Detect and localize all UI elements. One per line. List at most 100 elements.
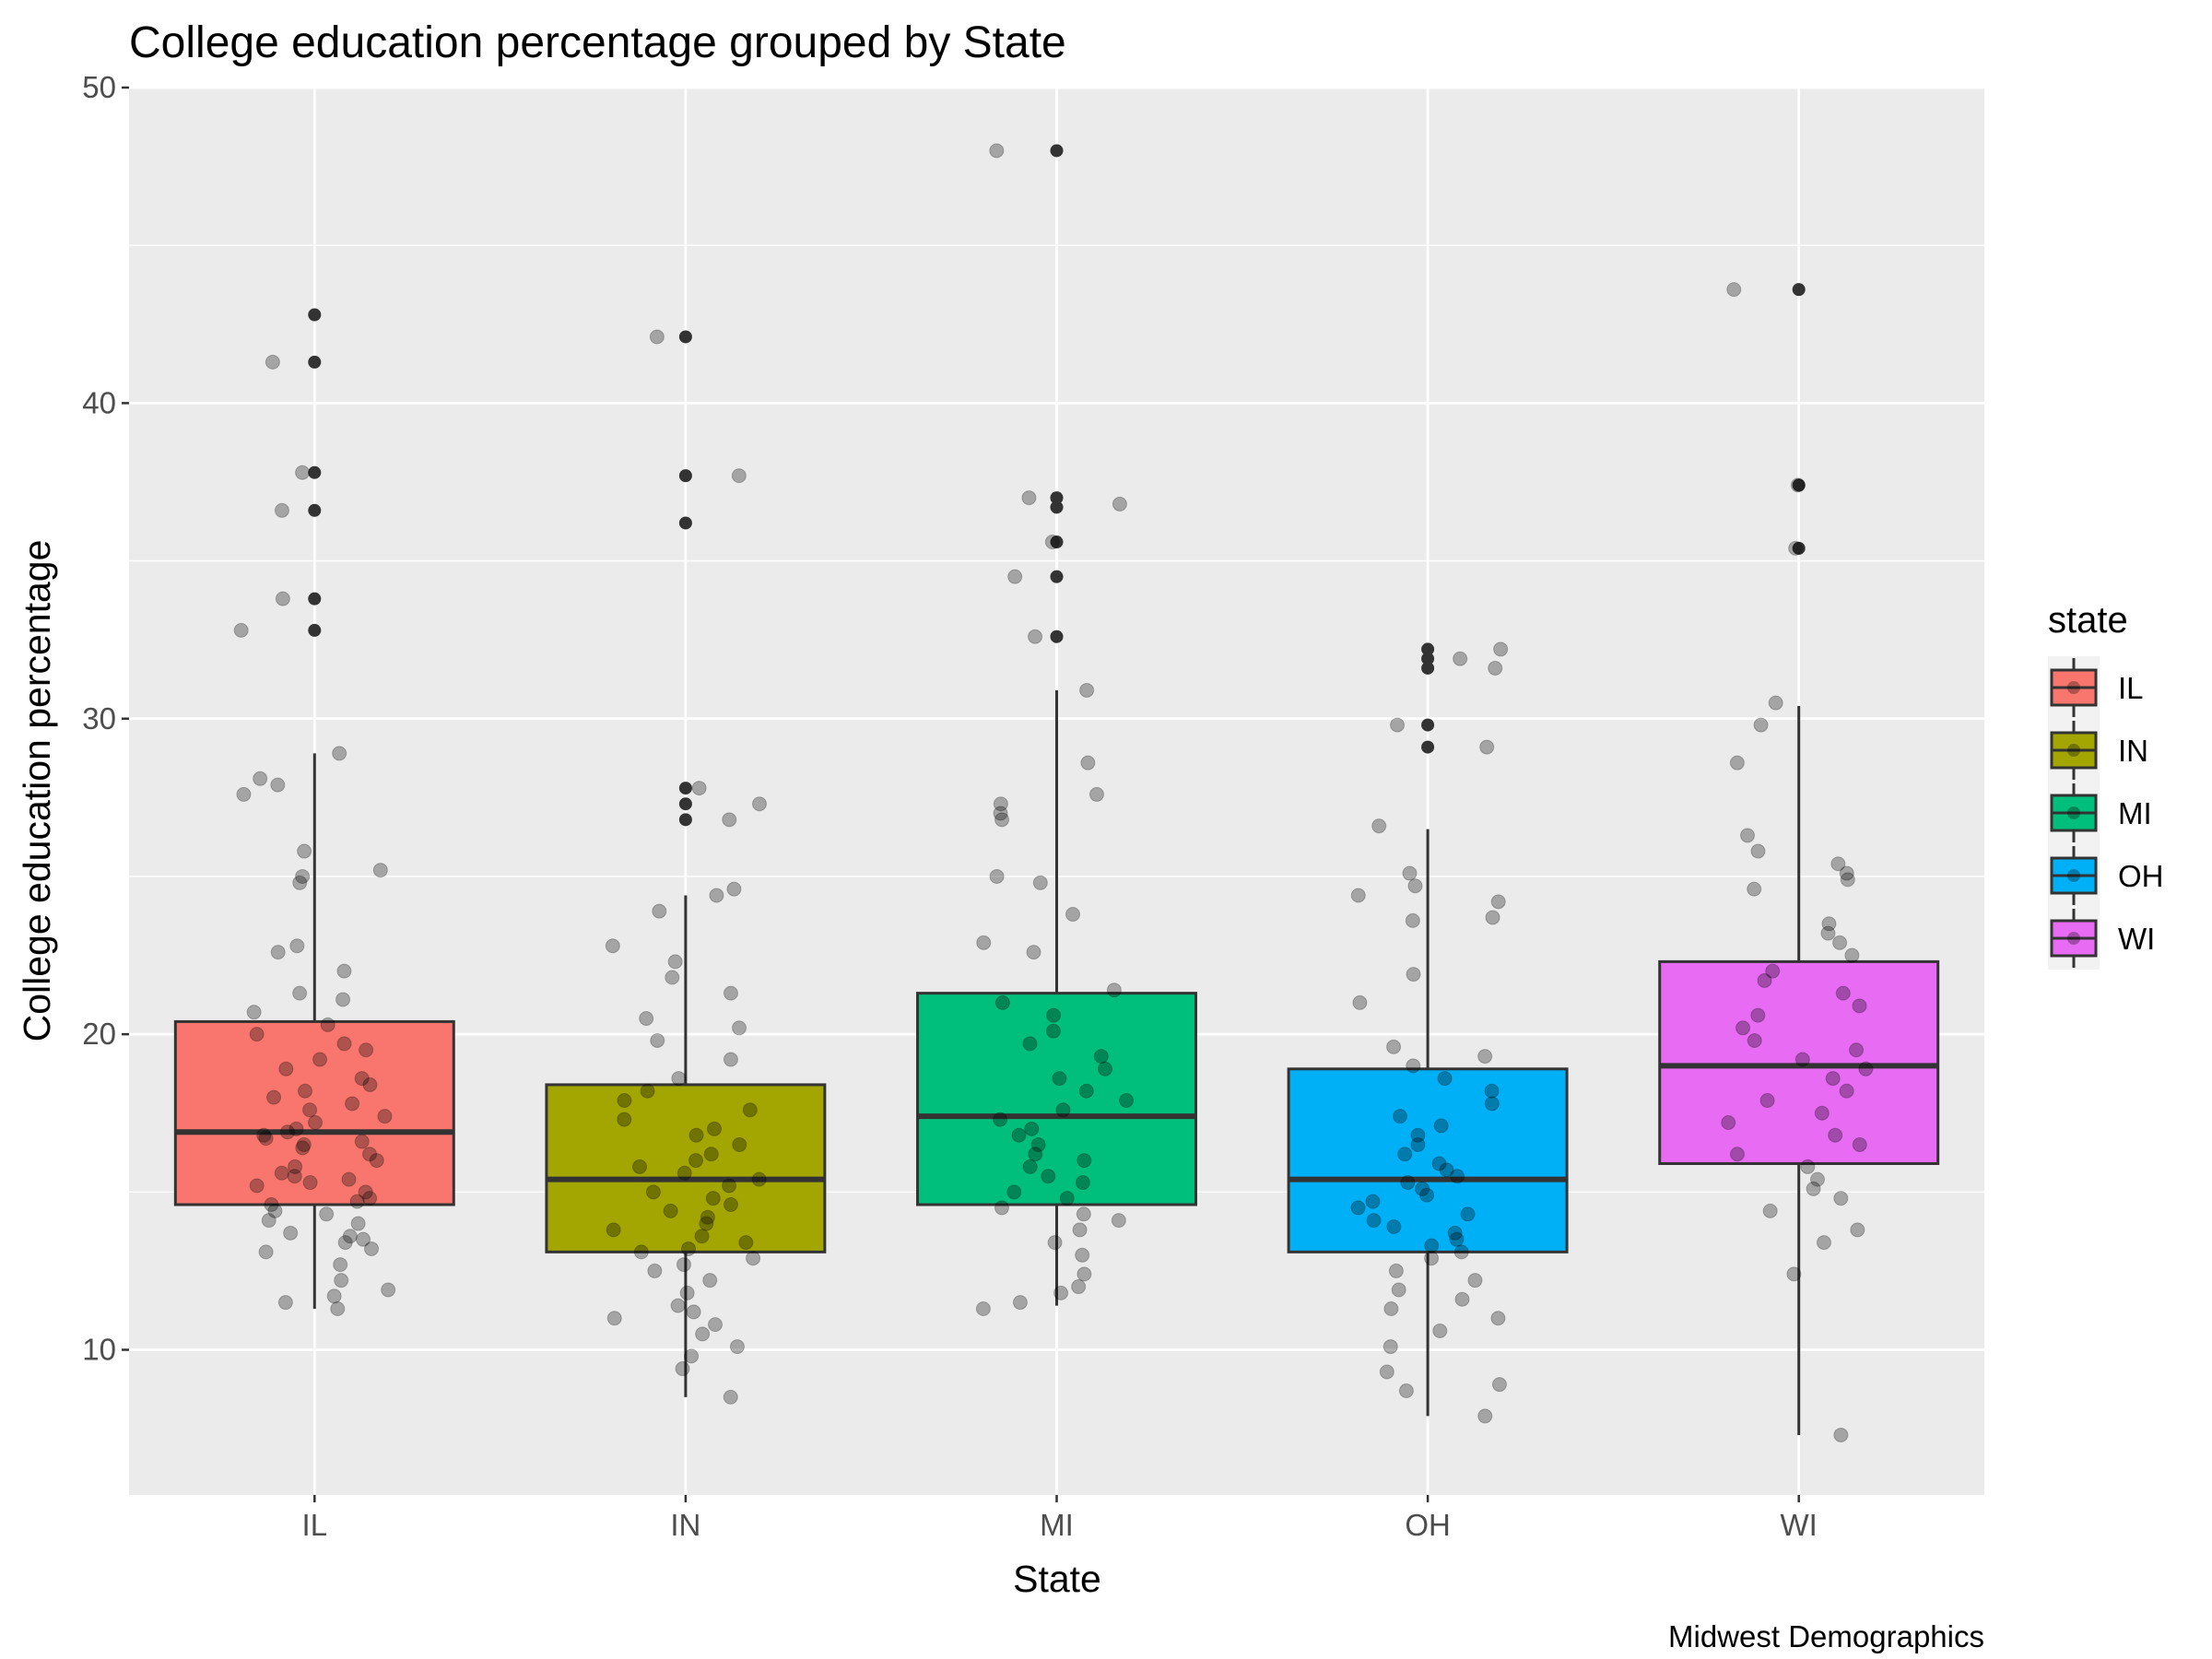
jitter-point [1768,695,1783,711]
jitter-point [1075,1175,1090,1191]
jitter-point [1839,865,1854,881]
outlier-point [1050,144,1064,158]
box-wi [1658,283,1940,1435]
jitter-point [732,1020,747,1036]
jitter-point [1852,998,1867,1014]
jitter-point [1065,907,1081,923]
legend-key-point [2067,744,2080,757]
jitter-point [283,1225,299,1241]
jitter-point [1814,1105,1830,1121]
jitter-point [663,1203,678,1218]
jitter-point [1490,1311,1506,1326]
jitter-point [1467,1273,1483,1288]
jitter-point [993,1112,1008,1127]
jitter-point [364,1241,380,1256]
jitter-point [1044,535,1060,550]
jitter-point [751,1171,767,1187]
jitter-point [703,1147,719,1162]
jitter-point [1012,1295,1028,1311]
jitter-point [246,1005,262,1020]
jitter-point [989,868,1005,884]
jitter-point [1419,1187,1435,1203]
jitter-point [1022,1036,1038,1052]
jitter-point [1450,1169,1465,1184]
jitter-point [677,1165,692,1181]
jitter-point [256,1127,272,1143]
jitter-point [702,1273,718,1288]
jitter-point [1750,1007,1766,1023]
box-in [545,330,827,1397]
jitter-point [1757,972,1772,988]
jitter-point [1392,1109,1407,1124]
outlier-point [1050,491,1064,505]
jitter-point [1806,1181,1821,1196]
jitter-point [1809,1171,1825,1187]
jitter-point [994,812,1010,828]
x-axis-title: State [1013,1558,1101,1600]
jitter-point [337,1235,353,1251]
x-tick-label: OH [1405,1508,1451,1542]
jitter-point [649,329,665,345]
jitter-point [723,1052,738,1067]
jitter-point [261,1213,276,1229]
jitter-point [751,796,767,812]
jitter-point [686,1304,701,1320]
jitter-point [1402,865,1418,881]
jitter-point [1026,945,1041,960]
jitter-point [267,1203,283,1218]
jitter-point [292,985,308,1001]
jitter-point [1490,894,1506,910]
jitter-point [236,786,252,802]
jitter-point [606,1222,621,1238]
jitter-point [1825,1071,1841,1087]
box-oh [1287,642,1569,1417]
jitter-point [667,954,683,970]
jitter-point [617,1112,632,1127]
jitter-point [1447,1225,1463,1241]
jitter-point [993,796,1008,812]
jitter-point [1477,1408,1493,1424]
outlier-point [678,797,692,811]
jitter-point [295,465,311,480]
jitter-point [1053,1285,1069,1300]
jitter-point [1028,1147,1043,1162]
jitter-point [708,1317,724,1333]
jitter-point [640,1083,655,1099]
jitter-point [1858,1061,1874,1077]
jitter-point [258,1131,274,1147]
jitter-point [688,1153,704,1169]
jitter-point [249,1027,265,1042]
jitter-point [676,1257,691,1273]
legend-label: OH [2118,859,2164,893]
jitter-point [1350,1200,1366,1216]
jitter-point [359,1042,374,1058]
jitter-point [1840,872,1855,888]
outlier-point [678,782,692,795]
jitter-point [349,1194,365,1209]
jitter-point [1437,1071,1453,1087]
jitter-point [1484,1083,1500,1099]
outlier-point [678,469,692,483]
jitter-point [1828,1127,1843,1143]
jitter-point [617,1093,632,1109]
jitter-point [691,781,707,796]
jitter-point [1832,935,1848,950]
jitter-point [1046,1007,1062,1023]
legend-key-point [2067,932,2080,945]
jitter-point [1022,1159,1038,1174]
legend: state IL IN MI OH WI [2048,600,2164,970]
jitter-points [233,143,1874,1442]
jitter-point [1119,1093,1135,1109]
jitter-point [1106,982,1122,998]
legend-key-point [2067,681,2080,694]
legend-label: WI [2118,922,2155,956]
jitter-point [1405,912,1420,928]
jitter-point [1835,985,1851,1001]
jitter-point [270,945,286,960]
jitter-point [1032,875,1048,890]
jitter-point [695,1326,711,1342]
jitter-point [1030,1136,1046,1152]
jitter-point [336,1036,352,1052]
jitter-point [1059,1191,1075,1206]
